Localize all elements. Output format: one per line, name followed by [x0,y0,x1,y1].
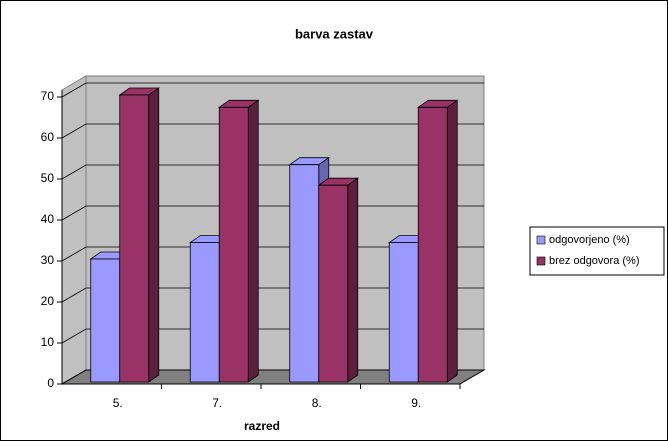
chart-title: barva zastav [295,26,374,41]
y-tick-label: 50 [41,171,55,185]
bar [118,87,161,383]
grid-line [61,82,484,98]
x-tick-label: 8. [312,396,322,410]
x-tick-label: 9. [411,396,421,410]
y-tick-label: 30 [41,253,55,267]
y-tick-label: 10 [41,335,55,349]
y-tick-label: 60 [41,130,55,144]
bar [416,99,459,383]
bar-face [119,94,150,383]
x-axis-label: razred [244,419,280,433]
bar-face [247,99,259,383]
y-tick-label: 70 [41,89,55,103]
grid-line [61,123,484,139]
legend-label: odgovorjeno (%) [549,234,630,246]
legend-swatch [536,235,546,245]
y-tick-label: 40 [41,212,55,226]
legend-box [529,226,665,276]
bar-face [347,177,359,383]
bar-face [446,99,458,383]
side-wall [61,75,87,385]
bar-face [289,164,320,383]
bar-face [417,106,448,383]
bar-face [189,242,220,383]
bar-face [148,87,160,383]
bar-face [388,242,419,383]
x-tick-label: 5. [113,396,123,410]
x-tick-label: 7. [212,396,222,410]
y-tick-label: 20 [41,294,55,308]
bar [317,177,360,383]
bar-face [318,184,349,383]
legend-label: brez odgovora (%) [549,255,640,267]
legend-swatch [536,256,546,266]
bar-face [90,258,121,383]
y-tick-label: 0 [47,376,54,390]
bar-face [218,106,249,383]
grid-line [61,164,484,180]
bar [217,99,260,383]
